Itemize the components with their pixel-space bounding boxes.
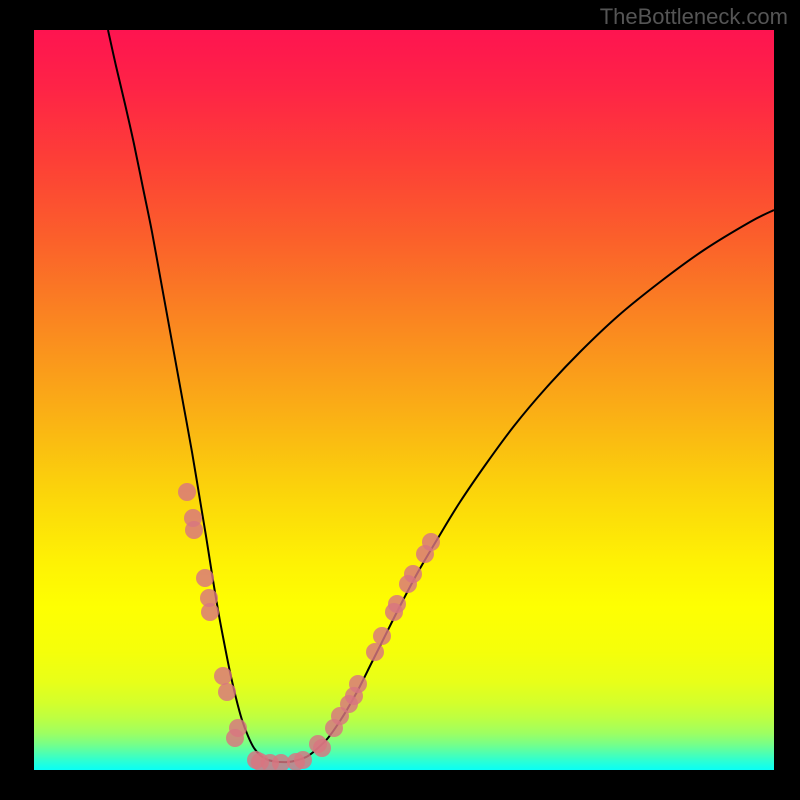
data-marker	[201, 603, 219, 621]
data-marker	[399, 575, 417, 593]
data-marker	[196, 569, 214, 587]
data-marker	[214, 667, 232, 685]
data-marker	[385, 603, 403, 621]
data-marker	[185, 521, 203, 539]
data-marker	[345, 687, 363, 705]
data-marker	[218, 683, 236, 701]
data-marker	[373, 627, 391, 645]
data-marker	[226, 729, 244, 747]
data-marker	[178, 483, 196, 501]
data-marker	[309, 735, 327, 753]
chart-svg	[0, 0, 800, 800]
data-marker	[366, 643, 384, 661]
data-marker	[422, 533, 440, 551]
curve-left-branch	[108, 30, 278, 762]
data-marker	[294, 751, 312, 769]
